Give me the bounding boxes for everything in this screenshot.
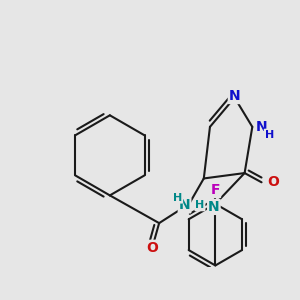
Text: N: N <box>179 198 190 212</box>
Text: O: O <box>146 241 158 255</box>
Text: H: H <box>265 130 274 140</box>
Text: N: N <box>229 89 240 103</box>
Text: H: H <box>173 193 182 203</box>
Text: F: F <box>211 183 220 197</box>
Text: H: H <box>195 200 205 210</box>
Text: O: O <box>268 175 280 189</box>
Text: N: N <box>208 200 220 214</box>
Text: N: N <box>256 120 268 134</box>
